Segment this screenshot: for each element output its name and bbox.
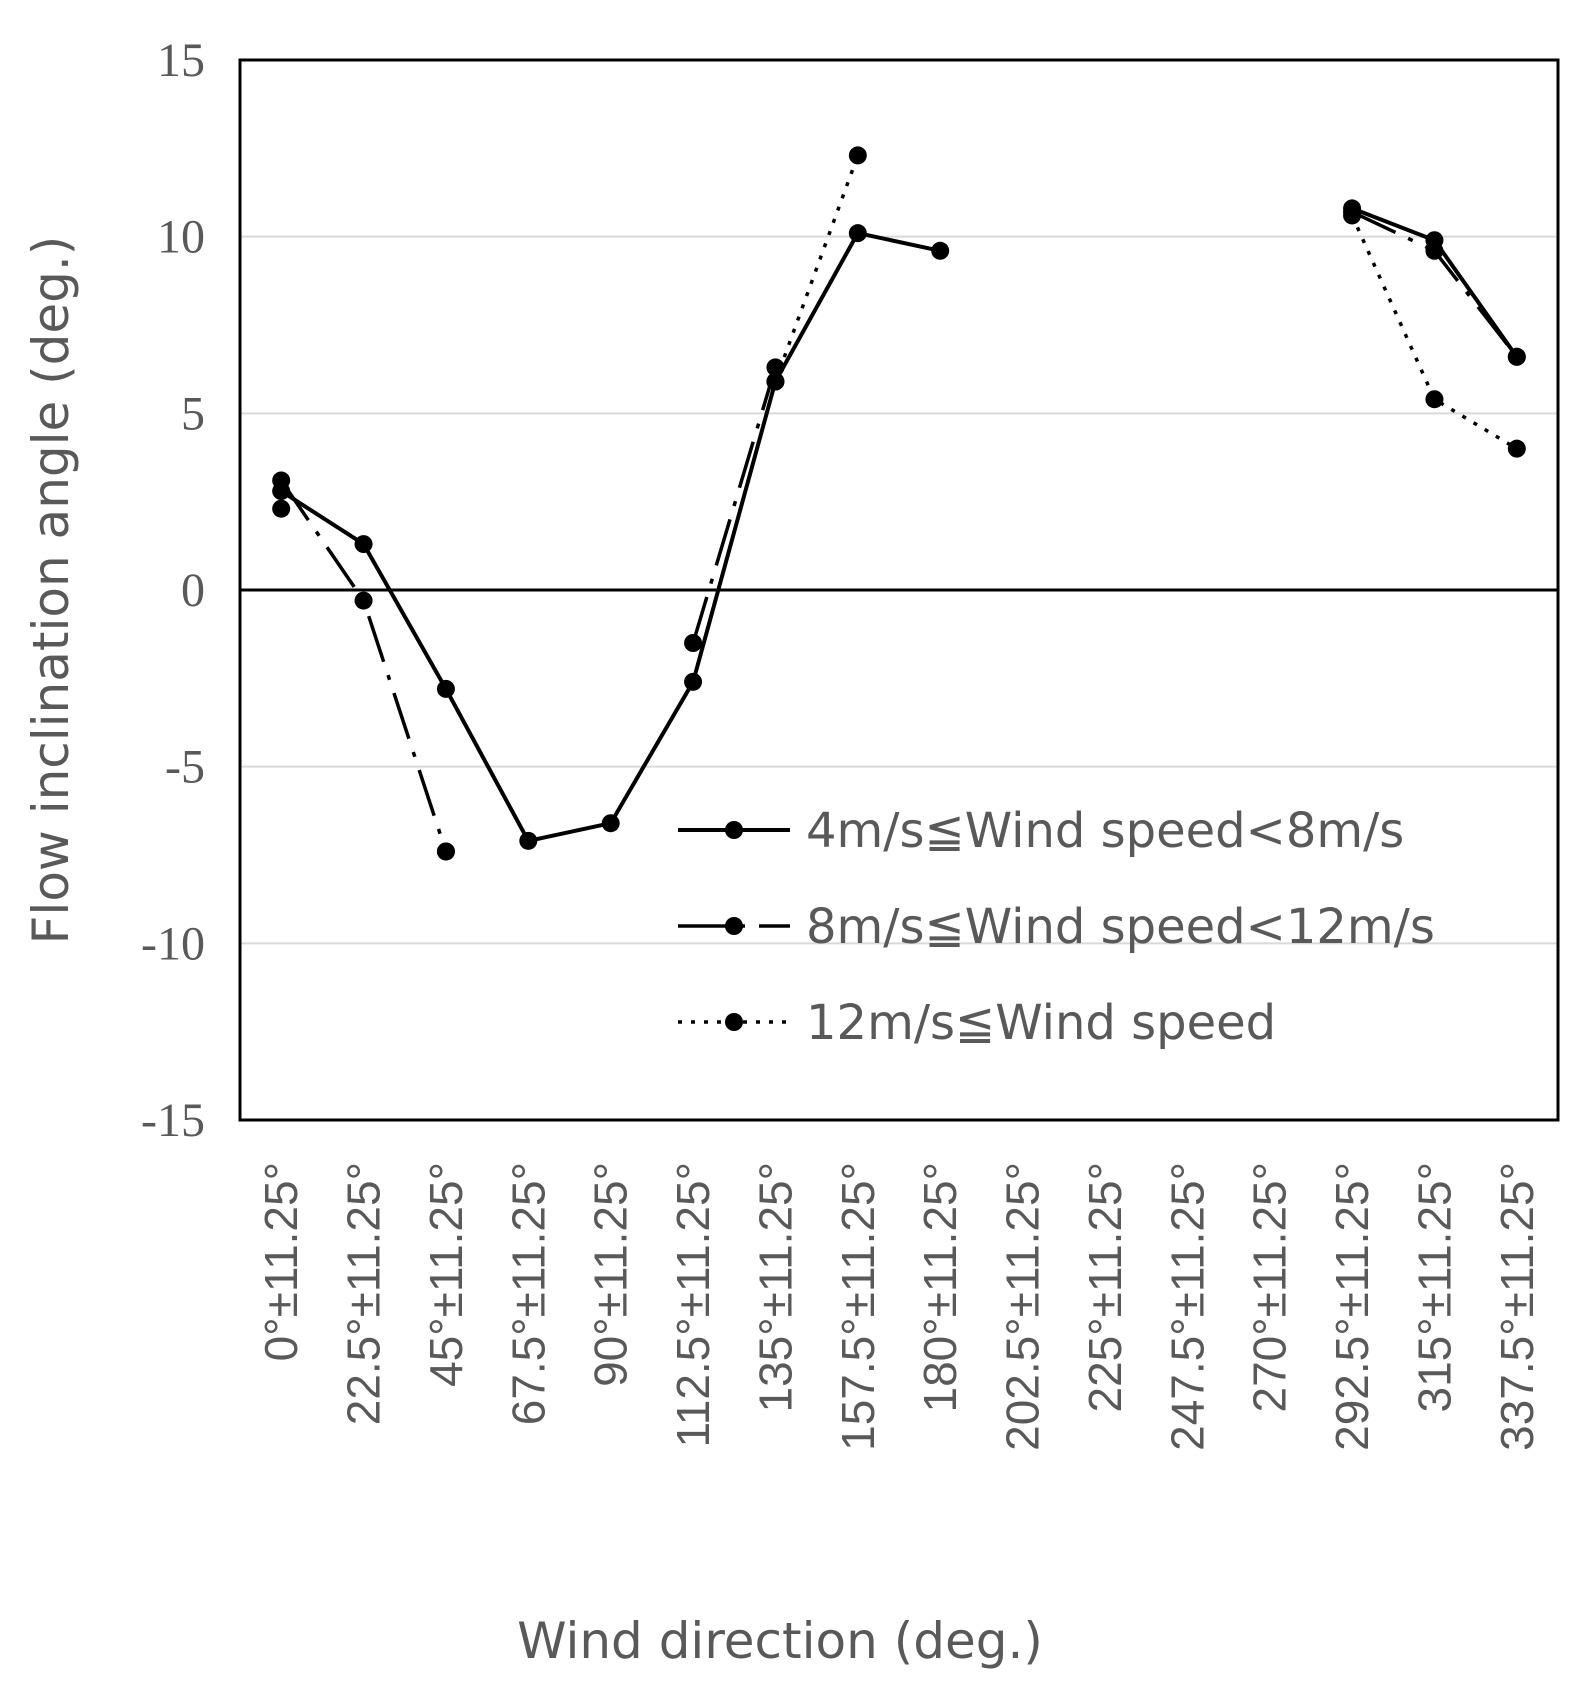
- y-tick-label: -15: [141, 1094, 205, 1147]
- legend-marker-1: [725, 821, 743, 839]
- y-tick-label: 10: [157, 211, 205, 264]
- data-point-series-1: [931, 241, 950, 260]
- series-lines: [279, 154, 1519, 853]
- legend-marker-2: [725, 917, 743, 935]
- data-point-series-1: [684, 672, 703, 691]
- x-tick-label: 135°±11.25°: [749, 1162, 801, 1412]
- x-tick-label: 0°±11.25°: [255, 1162, 307, 1361]
- x-tick-label: 202.5°±11.25°: [997, 1162, 1049, 1451]
- y-tick-label: 5: [181, 387, 205, 440]
- legend: 4m/s≦Wind speed<8m/s 8m/s≦Wind speed<12m/…: [678, 803, 1435, 1051]
- y-tick-label: 0: [181, 564, 205, 617]
- data-point-series-2: [1507, 347, 1526, 366]
- x-tick-label: 247.5°±11.25°: [1161, 1162, 1213, 1451]
- series-line-3: [773, 154, 860, 383]
- data-point-series-3: [766, 372, 785, 391]
- y-tick-label: -10: [141, 917, 205, 970]
- x-axis-tick-labels: 0°±11.25° 22.5°±11.25° 45°±11.25° 67.5°±11.…: [255, 1162, 1543, 1451]
- x-tick-label: 22.5°±11.25°: [338, 1162, 390, 1425]
- series-line-2: [691, 366, 778, 644]
- x-tick-label: 180°±11.25°: [914, 1162, 966, 1412]
- series-line-1: [1351, 206, 1519, 358]
- data-point-series-2: [354, 591, 373, 610]
- data-point-series-1: [436, 679, 455, 698]
- gridlines: [240, 235, 1558, 945]
- data-point-series-3: [848, 146, 867, 165]
- y-axis-tick-labels: 15 10 5 0 -5 -10 -15: [141, 34, 205, 1147]
- x-tick-label: 315°±11.25°: [1408, 1162, 1460, 1412]
- data-point-series-3: [272, 499, 291, 518]
- data-point-series-2: [272, 471, 291, 490]
- data-point-series-3: [1425, 390, 1444, 409]
- legend-label-3: 12m/s≦Wind speed: [806, 995, 1276, 1051]
- data-point-series-2: [1425, 241, 1444, 260]
- data-point-series-1: [354, 535, 373, 554]
- x-tick-label: 112.5°±11.25°: [667, 1162, 719, 1447]
- data-point-series-1: [848, 224, 867, 243]
- legend-label-1: 4m/s≦Wind speed<8m/s: [806, 803, 1404, 859]
- y-tick-label: -5: [165, 741, 205, 794]
- x-tick-label: 270°±11.25°: [1244, 1162, 1296, 1412]
- data-point-series-3: [1507, 439, 1526, 458]
- data-point-series-3: [1343, 206, 1362, 225]
- x-tick-label: 67.5°±11.25°: [502, 1162, 554, 1425]
- x-tick-label: 292.5°±11.25°: [1326, 1162, 1378, 1451]
- y-tick-label: 15: [157, 34, 205, 87]
- plot-area-border: [238, 58, 1560, 1122]
- data-points: [272, 146, 1526, 861]
- x-tick-label: 45°±11.25°: [420, 1162, 472, 1387]
- data-point-series-1: [519, 831, 538, 850]
- series-line-1: [280, 231, 941, 843]
- data-point-series-2: [684, 634, 703, 652]
- y-axis-title: Flow inclination angle (deg.): [22, 236, 80, 945]
- series-line-3: [1350, 214, 1518, 451]
- legend-marker-3: [725, 1013, 743, 1031]
- data-point-series-3: [436, 842, 455, 861]
- x-tick-label: 337.5°±11.25°: [1491, 1162, 1543, 1451]
- data-point-series-1: [601, 814, 620, 833]
- legend-label-2: 8m/s≦Wind speed<12m/s: [806, 899, 1435, 955]
- x-axis-title: Wind direction (deg.): [517, 1612, 1043, 1670]
- data-point-series-2: [766, 358, 785, 377]
- x-tick-label: 90°±11.25°: [585, 1162, 637, 1387]
- x-tick-label: 157.5°±11.25°: [832, 1162, 884, 1451]
- x-tick-label: 225°±11.25°: [1079, 1162, 1131, 1412]
